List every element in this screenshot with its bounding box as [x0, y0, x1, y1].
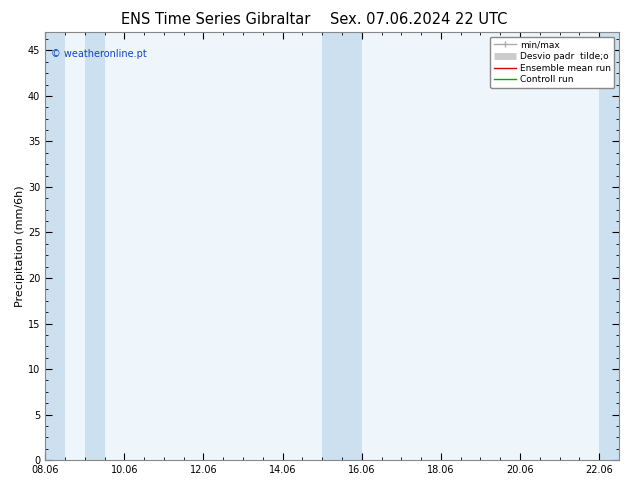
Text: ENS Time Series Gibraltar: ENS Time Series Gibraltar: [121, 12, 310, 27]
Bar: [322, 32, 342, 460]
Text: © weatheronline.pt: © weatheronline.pt: [51, 49, 146, 59]
Bar: [342, 32, 362, 460]
Text: Sex. 07.06.2024 22 UTC: Sex. 07.06.2024 22 UTC: [330, 12, 507, 27]
Legend: min/max, Desvio padr  tilde;o, Ensemble mean run, Controll run: min/max, Desvio padr tilde;o, Ensemble m…: [490, 37, 614, 88]
Bar: [43, 32, 65, 460]
Y-axis label: Precipitation (mm/6h): Precipitation (mm/6h): [15, 185, 25, 307]
Bar: [85, 32, 105, 460]
Bar: [599, 32, 621, 460]
